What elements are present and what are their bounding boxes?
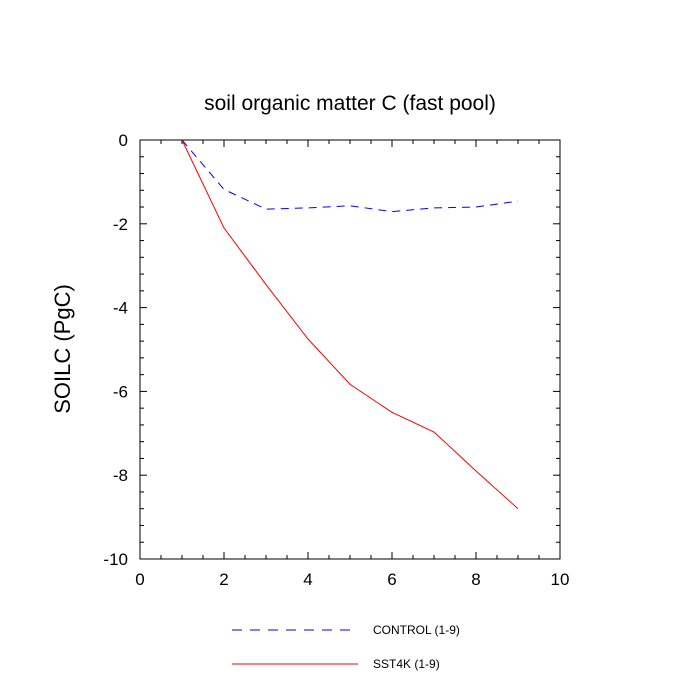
x-tick-label: 6 <box>387 570 396 589</box>
y-axis-label: SOILC (PgC) <box>50 284 75 414</box>
axis-ticks <box>139 139 561 560</box>
x-tick-label: 10 <box>551 570 570 589</box>
legend-label: SST4K (1-9) <box>373 657 440 671</box>
x-tick-label: 4 <box>303 570 312 589</box>
tick-labels: 0 2 4 6 8 10 0 -2 -4 -6 -8 -10 <box>103 131 569 589</box>
y-tick-label: -6 <box>113 382 128 401</box>
y-tick-label: 0 <box>119 131 128 150</box>
x-tick-label: 0 <box>135 570 144 589</box>
chart-title: soil organic matter C (fast pool) <box>204 92 496 115</box>
series-line-control <box>181 139 519 213</box>
series-lines <box>181 139 519 510</box>
y-tick-label: -8 <box>113 466 128 485</box>
plot-frame <box>139 139 561 560</box>
legend: CONTROL (1-9) SST4K (1-9) <box>232 623 460 671</box>
x-tick-label: 8 <box>471 570 480 589</box>
series-line-sst4k <box>181 139 519 510</box>
y-tick-label: -10 <box>103 550 128 569</box>
x-tick-label: 2 <box>219 570 228 589</box>
y-tick-label: -4 <box>113 299 128 318</box>
y-tick-label: -2 <box>113 215 128 234</box>
legend-label: CONTROL (1-9) <box>373 623 460 637</box>
